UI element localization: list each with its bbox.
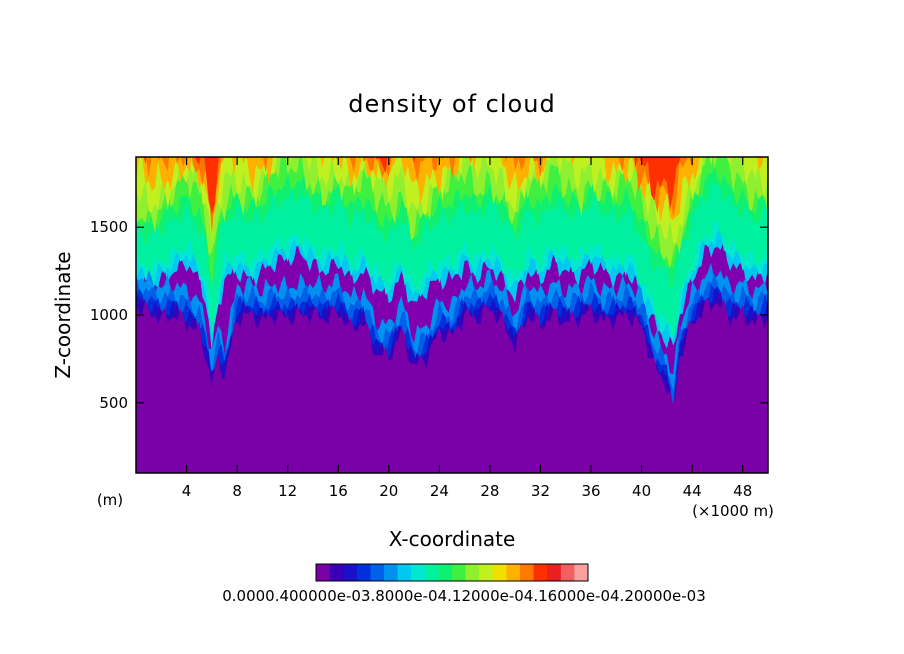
y-axis-label: Z-coordinate bbox=[51, 251, 75, 378]
y-tick-label: 1000 bbox=[90, 306, 128, 324]
x-axis-label: X-coordinate bbox=[389, 527, 516, 551]
x-tick-label: 16 bbox=[329, 482, 348, 500]
colorbar-swatch bbox=[438, 564, 453, 581]
contour-band bbox=[136, 296, 768, 473]
colorbar-swatch bbox=[506, 564, 521, 581]
colorbar-swatch bbox=[397, 564, 412, 581]
colorbar-swatch bbox=[547, 564, 562, 581]
colorbar-swatch bbox=[384, 564, 399, 581]
colorbar-swatch bbox=[329, 564, 344, 581]
contour-band bbox=[136, 157, 768, 222]
x-tick-label: 24 bbox=[430, 482, 449, 500]
x-tick-label: 4 bbox=[182, 482, 192, 500]
colorbar-swatch bbox=[356, 564, 371, 581]
colorbar bbox=[315, 563, 589, 582]
colorbar-swatch bbox=[343, 564, 358, 581]
colorbar-swatch bbox=[520, 564, 535, 581]
x-tick-label: 8 bbox=[232, 482, 242, 500]
colorbar-swatch bbox=[411, 564, 426, 581]
x-tick-label: 48 bbox=[733, 482, 752, 500]
x-tick-label: 44 bbox=[683, 482, 702, 500]
chart-title: density of cloud bbox=[348, 90, 555, 118]
colorbar-swatch bbox=[560, 564, 575, 581]
contour-band bbox=[136, 157, 768, 288]
colorbar-swatch bbox=[533, 564, 548, 581]
colorbar-labels: 0.0000.400000e-03.8000e-04.12000e-04.160… bbox=[222, 587, 706, 605]
x-tick-label: 36 bbox=[581, 482, 600, 500]
y-tick-label: 500 bbox=[99, 394, 128, 412]
x-axis-unit-right: (×1000 m) bbox=[692, 502, 774, 520]
contour-band bbox=[145, 157, 694, 235]
colorbar-swatch bbox=[370, 564, 385, 581]
x-tick-label: 32 bbox=[531, 482, 550, 500]
plot-area bbox=[136, 157, 768, 473]
colorbar-swatch bbox=[452, 564, 467, 581]
x-tick-label: 28 bbox=[480, 482, 499, 500]
colorbar-swatch bbox=[465, 564, 480, 581]
x-tick-label: 20 bbox=[379, 482, 398, 500]
colorbar-swatch bbox=[424, 564, 439, 581]
colorbar-swatch bbox=[492, 564, 507, 581]
colorbar-swatch bbox=[316, 564, 331, 581]
colorbar-frame bbox=[315, 563, 589, 582]
colorbar-swatch bbox=[574, 564, 589, 581]
x-tick-label: 40 bbox=[632, 482, 651, 500]
x-tick-label: 12 bbox=[278, 482, 297, 500]
y-tick-label: 1500 bbox=[90, 218, 128, 236]
colorbar-swatch bbox=[479, 564, 494, 581]
x-axis-unit-left: (m) bbox=[97, 491, 123, 509]
